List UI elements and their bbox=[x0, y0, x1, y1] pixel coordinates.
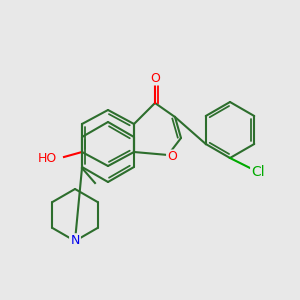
Text: O: O bbox=[150, 71, 160, 85]
Text: N: N bbox=[70, 235, 80, 248]
Text: O: O bbox=[167, 151, 177, 164]
Text: Cl: Cl bbox=[251, 165, 265, 179]
Text: HO: HO bbox=[38, 152, 57, 164]
